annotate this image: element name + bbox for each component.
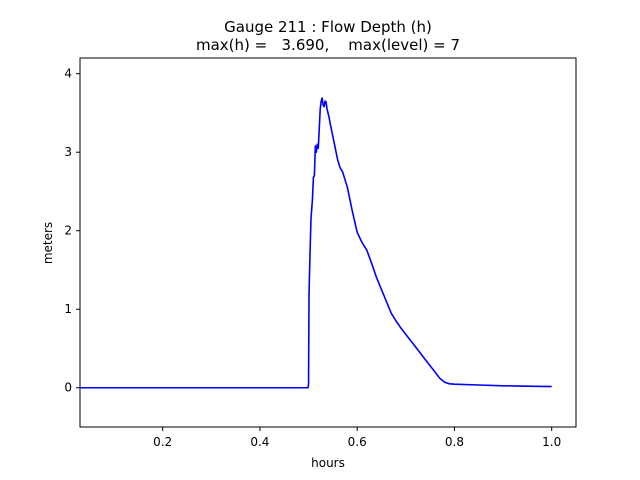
x-tick-label: 0.8	[445, 435, 464, 449]
x-tick-label: 1.0	[542, 435, 561, 449]
y-tick-label: 1	[64, 302, 72, 316]
y-tick-label: 0	[64, 381, 72, 395]
y-axis-ticks: 0 1 2 3 4	[64, 67, 80, 395]
y-tick-label: 3	[64, 145, 72, 159]
plot-area	[80, 97, 552, 389]
y-tick-label: 4	[64, 67, 72, 81]
chart-title-line1: Gauge 211 : Flow Depth (h)	[224, 18, 432, 36]
x-axis-ticks: 0.2 0.4 0.6 0.8 1.0	[153, 427, 561, 449]
x-tick-label: 0.2	[153, 435, 172, 449]
x-tick-label: 0.6	[348, 435, 367, 449]
x-axis-label: hours	[311, 456, 345, 470]
chart-title-line2: max(h) = 3.690, max(level) = 7	[196, 36, 460, 54]
y-axis-label: meters	[41, 222, 55, 264]
axes-frame	[79, 57, 577, 428]
y-tick-label: 2	[64, 224, 72, 238]
x-tick-label: 0.4	[250, 435, 269, 449]
series-line-0	[80, 97, 552, 389]
